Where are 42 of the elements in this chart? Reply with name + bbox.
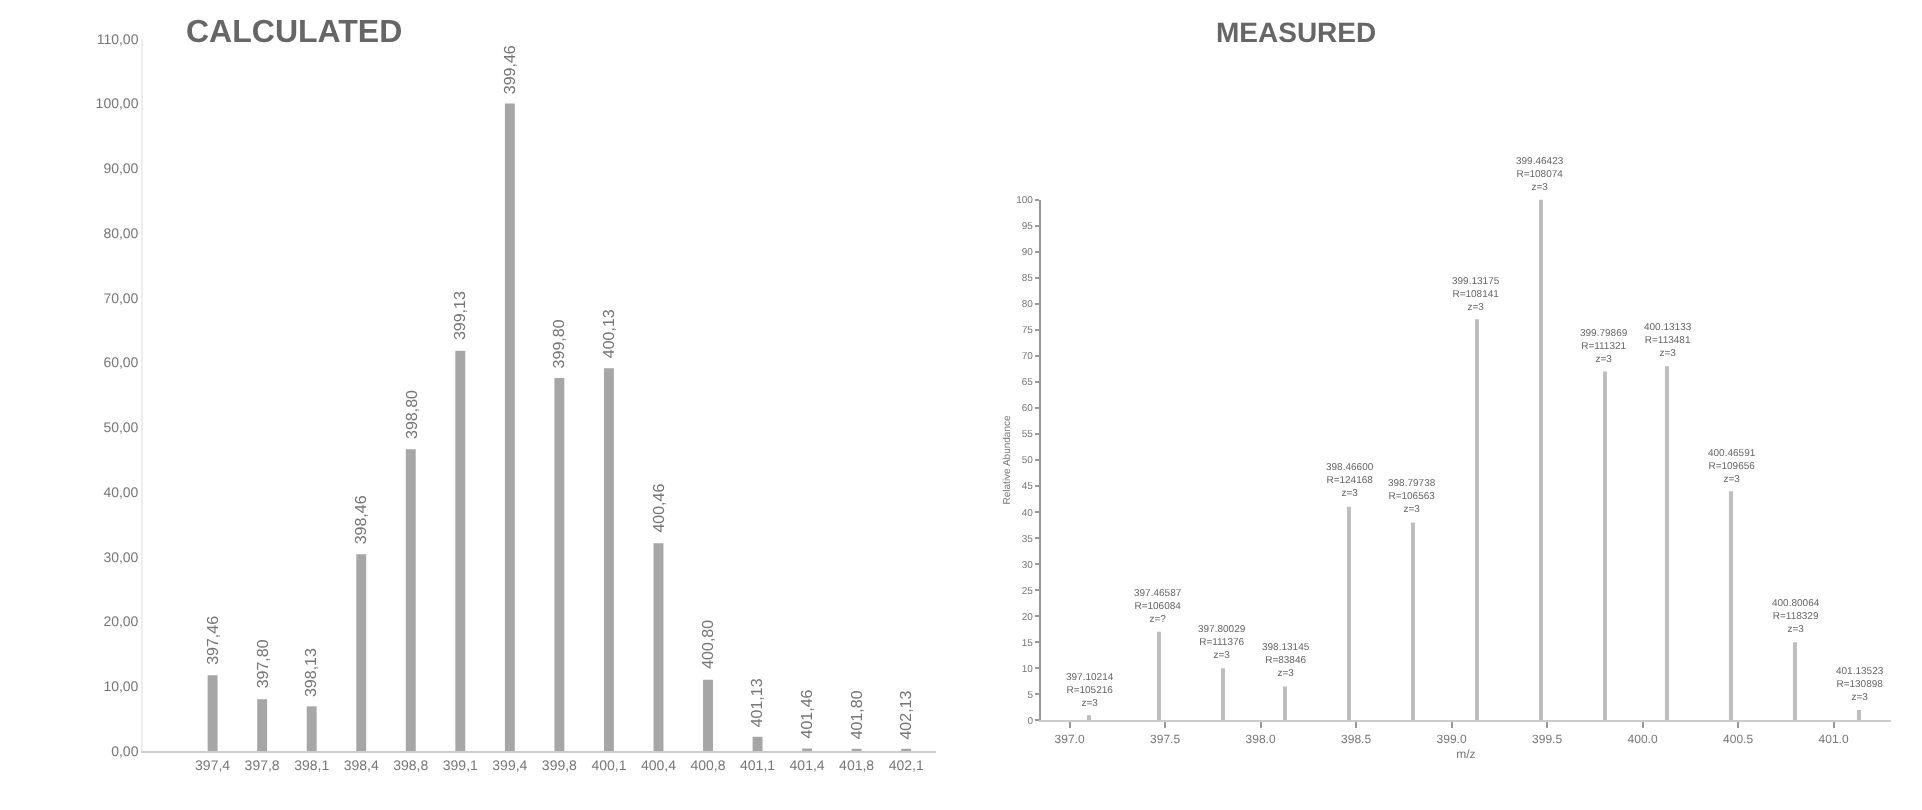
annotation: 401,13 [747, 677, 766, 728]
annotation: 398,13 [302, 646, 321, 698]
annotation: 398,46 [352, 494, 371, 545]
annotation: 400,46 [650, 482, 669, 533]
bar [653, 543, 664, 752]
bar [1792, 642, 1797, 721]
bar [504, 103, 515, 752]
bar [405, 449, 416, 752]
annotation: 398,80 [402, 388, 421, 439]
bar [1282, 686, 1287, 721]
chart-title: MEASURED [1216, 16, 1377, 48]
bar [603, 368, 614, 752]
annotation: 401,46 [797, 688, 816, 739]
bar [1664, 366, 1669, 721]
bar [752, 736, 763, 752]
bar [257, 699, 268, 752]
bar [1346, 506, 1351, 721]
annotation: 397,80 [253, 638, 272, 689]
bar [1156, 631, 1161, 721]
bar [356, 554, 367, 752]
bar [1856, 709, 1861, 721]
annotation: 402,13 [896, 689, 915, 740]
annotation: 399,13 [450, 290, 469, 341]
annotation: 399,46 [501, 44, 520, 95]
bar [1410, 522, 1415, 721]
bar [1086, 715, 1091, 721]
annotation: 401,80 [847, 689, 866, 740]
bar [703, 679, 713, 752]
bar [306, 706, 317, 752]
annotation: 399,80 [550, 318, 569, 369]
chart-title: CALCULATED [186, 16, 403, 50]
bar [1602, 371, 1607, 721]
bar [554, 378, 565, 752]
bar [1220, 668, 1225, 721]
annotation: 397,46 [204, 614, 223, 665]
bar [1538, 199, 1543, 721]
bar [455, 350, 466, 752]
bar [207, 675, 218, 752]
annotation: 400,13 [599, 308, 618, 359]
bar [1474, 319, 1479, 721]
annotation: 400,80 [699, 618, 718, 669]
bar [1728, 491, 1733, 721]
